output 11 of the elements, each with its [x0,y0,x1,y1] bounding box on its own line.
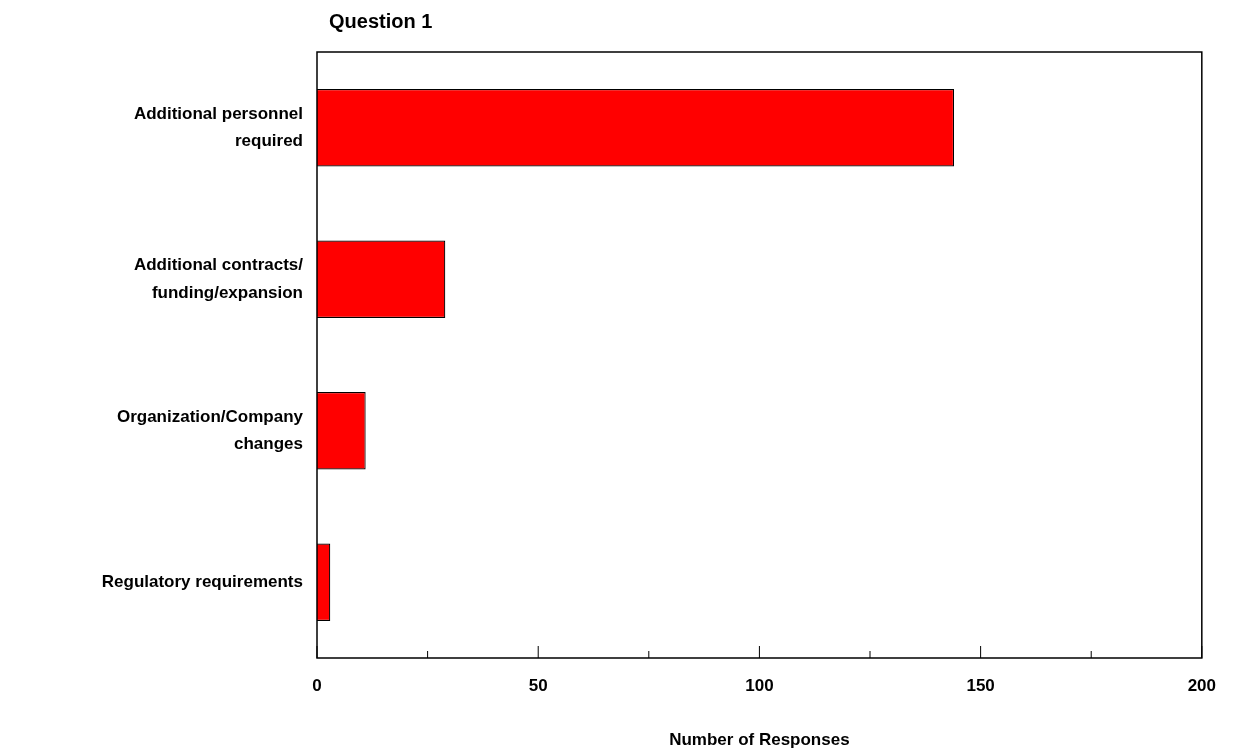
x-tick-label: 200 [1187,675,1217,695]
x-tick-label: 150 [966,675,995,695]
y-tick-label: Organization/Company changes [116,406,304,454]
y-tick-label: Additional contracts/ funding/expansion [133,255,304,302]
y-tick-label: Additional personnel required [133,103,303,151]
y-tick-label: Regulatory requirements [101,571,303,591]
chart-title: Question 1 [329,10,433,32]
x-tick-label: 100 [745,675,774,695]
x-tick-label: 0 [312,675,322,695]
x-tick-label: 50 [528,675,548,695]
x-axis-title: Number of Responses [669,730,850,750]
